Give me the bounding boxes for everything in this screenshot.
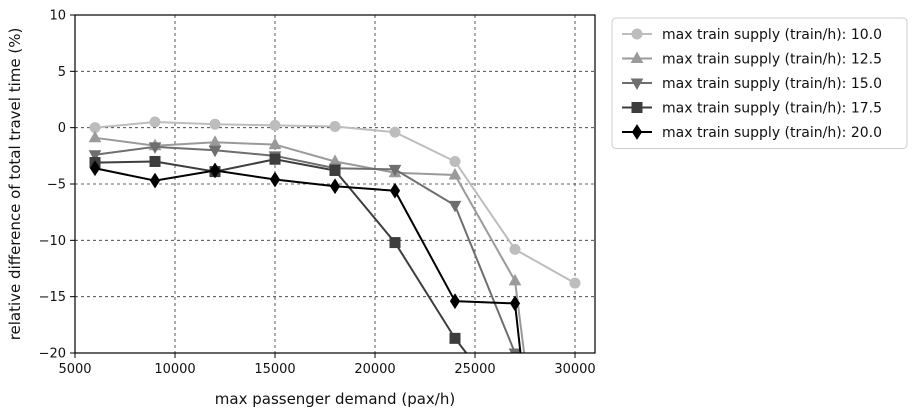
legend-marker [631, 124, 643, 140]
data-point [329, 121, 341, 133]
legend-label: max train supply (train/h): 17.5 [662, 101, 882, 117]
legend-label: max train supply (train/h): 20.0 [662, 125, 882, 141]
legend-item: max train supply (train/h): 15.0 [622, 76, 882, 92]
x-tick-label: 15000 [254, 362, 295, 377]
data-point [209, 162, 221, 179]
data-point [329, 164, 341, 176]
data-point [449, 155, 461, 167]
data-point [389, 237, 401, 249]
legend-marker [630, 51, 644, 63]
data-point [149, 172, 161, 189]
y-tick-label: −10 [39, 234, 66, 249]
data-point [269, 119, 281, 131]
y-tick-label: −5 [47, 178, 66, 193]
data-point [388, 164, 402, 177]
data-point [389, 182, 401, 199]
series-line [94, 158, 468, 353]
data-point [88, 150, 102, 162]
legend-label: max train supply (train/h): 15.0 [662, 76, 882, 92]
data-point [148, 142, 162, 154]
data-point [269, 153, 281, 165]
data-point [149, 116, 161, 128]
legend-item: max train supply (train/h): 10.0 [622, 27, 882, 43]
legend-box [611, 17, 908, 149]
y-axis-label: relative difference of total travel time… [6, 28, 24, 341]
data-point [389, 126, 401, 138]
data-point [569, 277, 581, 289]
x-tick-label: 5000 [58, 362, 91, 377]
legend-label: max train supply (train/h): 12.5 [662, 52, 882, 68]
legend-item: max train supply (train/h): 17.5 [622, 101, 882, 117]
data-point [88, 130, 102, 143]
data-point [509, 243, 521, 255]
data-point [508, 273, 522, 286]
x-tick-label: 25000 [454, 362, 495, 377]
data-point [508, 348, 522, 353]
data-point [449, 293, 461, 310]
axis-ticks: 5000 10000 15000 20000 25000 30000 −20 −15 −10 −5… [39, 9, 596, 378]
data-point [149, 155, 161, 167]
y-tick-label: −15 [39, 290, 66, 305]
data-point [208, 145, 222, 158]
y-tick-label: 10 [49, 9, 66, 24]
data-point [448, 167, 462, 180]
data-point [329, 178, 341, 195]
x-tick-label: 30000 [554, 362, 595, 377]
legend-marker [631, 28, 643, 40]
legend-label: max train supply (train/h): 10.0 [662, 27, 882, 43]
y-tick-label: 5 [58, 65, 66, 80]
data-point [269, 171, 281, 188]
legend: max train supply (train/h): 10.0 max trai… [611, 17, 908, 149]
data-point [209, 118, 221, 130]
data-point [89, 160, 101, 177]
x-tick-label: 20000 [354, 362, 395, 377]
series-1 [89, 116, 581, 289]
y-tick-label: −20 [39, 347, 66, 362]
legend-marker [630, 78, 644, 91]
data-point [448, 200, 462, 213]
series-layer [88, 116, 581, 353]
data-point [449, 332, 461, 344]
legend-item: max train supply (train/h): 20.0 [622, 124, 882, 141]
legend-item: max train supply (train/h): 12.5 [622, 51, 882, 68]
x-axis-label: max passenger demand (pax/h) [215, 390, 455, 408]
series-5 [89, 160, 522, 353]
x-tick-label: 10000 [154, 362, 195, 377]
legend-marker [631, 102, 643, 113]
data-point [509, 295, 521, 312]
y-tick-label: 0 [58, 121, 66, 136]
data-point [268, 137, 282, 150]
